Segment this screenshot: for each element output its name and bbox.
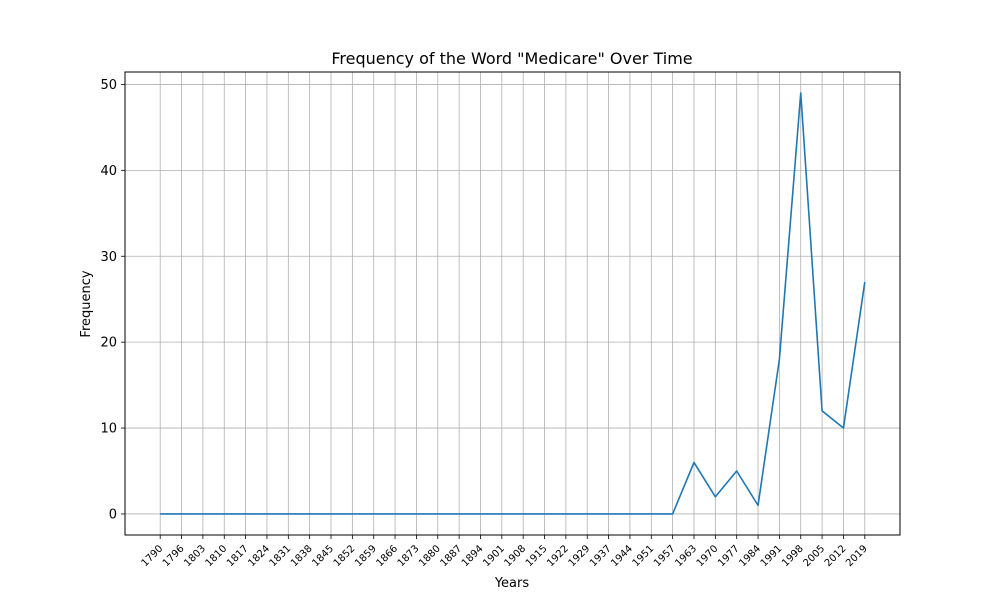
- chart-title: Frequency of the Word "Medicare" Over Ti…: [331, 49, 692, 68]
- series-layer: [160, 92, 866, 515]
- y-tick-label: 10: [100, 422, 117, 437]
- y-tick-label: 20: [100, 336, 117, 351]
- y-tick-label: 50: [100, 78, 117, 93]
- x-axis-label: Years: [494, 576, 530, 591]
- y-tick-label: 30: [100, 250, 117, 265]
- y-axis: 0 10 20 30 40 50: [100, 78, 125, 522]
- y-tick-label: 40: [100, 164, 117, 179]
- grid: [125, 72, 900, 535]
- series-line: [160, 92, 866, 515]
- y-tick-label: 0: [109, 507, 117, 522]
- plot-frame: [124, 71, 901, 536]
- y-axis-label: Frequency: [79, 270, 94, 337]
